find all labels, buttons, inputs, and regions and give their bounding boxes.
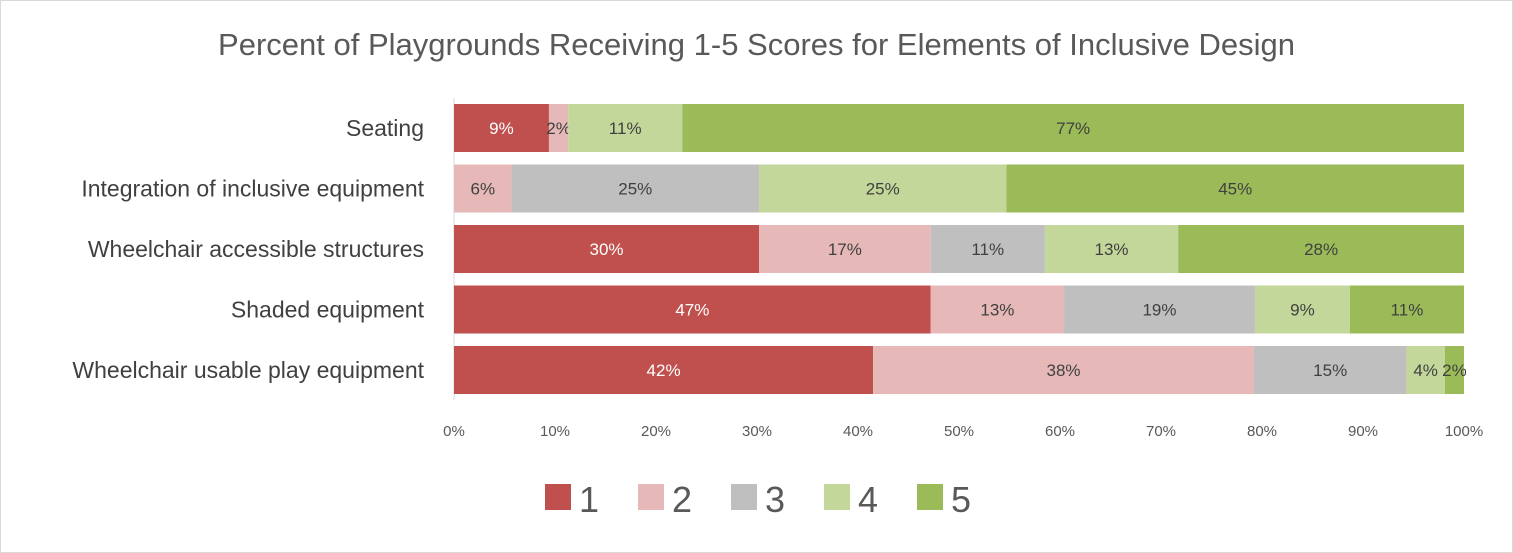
bar-segment (1006, 164, 1464, 213)
bar-segment (1178, 225, 1464, 273)
x-axis: 0% 10% 20% 30% 40% 50% 60% 70% 80% 90% 100% (443, 98, 1483, 440)
legend-item: 5 (917, 479, 971, 520)
category-label: Wheelchair accessible structures (88, 236, 424, 262)
x-tick-label: 60% (1045, 423, 1075, 440)
bar-segment (930, 225, 1045, 273)
data-label: 30% (589, 240, 623, 259)
data-label: 15% (1313, 361, 1347, 380)
legend: 1 2 3 4 5 (545, 479, 971, 520)
bar-segment (548, 104, 569, 152)
x-tick-label: 10% (540, 423, 570, 440)
bars: 9% 2% 11% 77% 6% 25% 25% 45% 30% 17% 11% 13% 28% 47% 1… (454, 104, 1467, 394)
category-label: Integration of inclusive equipment (81, 176, 424, 202)
data-label: 25% (866, 180, 900, 199)
data-label: 25% (618, 180, 652, 199)
bar-segment (1253, 346, 1407, 394)
legend-label: 5 (951, 479, 971, 520)
x-tick-label: 40% (843, 423, 873, 440)
chart-title: Percent of Playgrounds Receiving 1-5 Sco… (218, 27, 1295, 62)
bar-segment (930, 285, 1065, 334)
legend-swatch (917, 484, 943, 510)
bar-segment (454, 164, 512, 213)
legend-item: 2 (638, 479, 692, 520)
data-label: 77% (1056, 119, 1090, 138)
data-label: 28% (1304, 240, 1338, 259)
bar-segment (1444, 346, 1464, 394)
bar-segment (873, 346, 1254, 394)
bar-segment (1349, 285, 1464, 334)
bar-segment (1064, 285, 1255, 334)
bar-segment (454, 104, 549, 152)
bar-segment (454, 285, 931, 334)
bar-segment (1044, 225, 1179, 273)
data-label: 11% (1391, 301, 1424, 320)
bar-segment (759, 164, 1007, 213)
data-label: 2% (1442, 361, 1467, 380)
x-tick-label: 90% (1348, 423, 1378, 440)
data-label: 4% (1413, 361, 1438, 380)
data-label: 2% (546, 119, 571, 138)
data-label: 42% (647, 361, 681, 380)
legend-swatch (731, 484, 757, 510)
legend-item: 3 (731, 479, 785, 520)
category-label: Shaded equipment (231, 297, 425, 323)
legend-swatch (638, 484, 664, 510)
legend-label: 4 (858, 479, 878, 520)
category-label: Wheelchair usable play equipment (72, 357, 424, 383)
data-label: 9% (1290, 301, 1315, 320)
x-tick-label: 80% (1247, 423, 1277, 440)
bar-segment (454, 225, 760, 273)
x-tick-label: 100% (1445, 423, 1483, 440)
x-tick-label: 50% (944, 423, 974, 440)
bar-segment (682, 104, 1464, 152)
legend-label: 3 (765, 479, 785, 520)
bar-segment (1406, 346, 1445, 394)
legend-item: 4 (824, 479, 878, 520)
legend-label: 2 (672, 479, 692, 520)
data-label: 38% (1047, 361, 1081, 380)
data-label: 13% (980, 301, 1014, 320)
bar-segment (759, 225, 931, 273)
data-label: 11% (609, 119, 642, 138)
data-label: 45% (1218, 180, 1252, 199)
legend-item: 1 (545, 479, 599, 520)
legend-swatch (824, 484, 850, 510)
data-label: 17% (828, 240, 862, 259)
bar-segment (568, 104, 683, 152)
legend-swatch (545, 484, 571, 510)
legend-label: 1 (579, 479, 599, 520)
bar-segment (511, 164, 760, 213)
data-label: 9% (489, 119, 514, 138)
x-tick-label: 20% (641, 423, 671, 440)
category-labels: Seating Integration of inclusive equipmen… (72, 115, 424, 383)
x-tick-label: 70% (1146, 423, 1176, 440)
data-label: 11% (971, 240, 1004, 259)
x-tick-label: 0% (443, 423, 465, 440)
bar-segment (1254, 285, 1350, 334)
data-label: 19% (1142, 301, 1176, 320)
category-label: Seating (346, 115, 424, 141)
data-label: 13% (1094, 240, 1128, 259)
data-label: 47% (675, 301, 709, 320)
bar-segment (454, 346, 874, 394)
data-label: 6% (470, 180, 495, 199)
x-tick-label: 30% (742, 423, 772, 440)
